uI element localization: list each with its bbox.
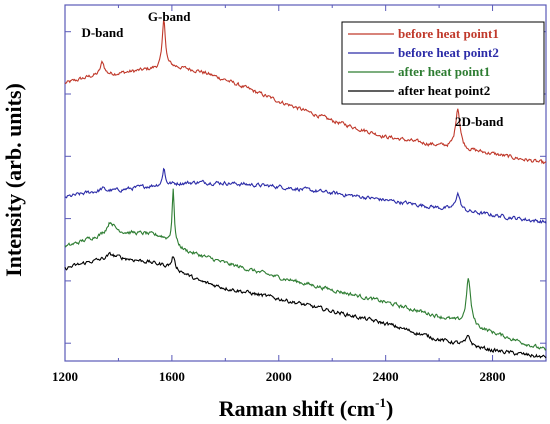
legend-label-1: before heat point1: [398, 26, 499, 41]
plot-frame-group: [64, 4, 547, 362]
legend-label-2: before heat point2: [398, 45, 499, 60]
legend-label-3: after heat point1: [398, 64, 490, 79]
x-tick-label: 2400: [373, 369, 399, 384]
series-line-4: [64, 251, 547, 359]
series-line-1: [64, 19, 547, 165]
series-group: [64, 19, 547, 359]
series-line-3: [64, 188, 547, 351]
legend: before heat point1 before heat point2 afte…: [341, 21, 545, 105]
series-line-2: [64, 167, 547, 224]
plot-frame: [64, 4, 547, 362]
x-axis-label-main: Raman shift (cm: [219, 396, 375, 421]
x-axis-label: Raman shift (cm-1): [219, 395, 394, 421]
annotation-3: 2D-band: [455, 114, 504, 129]
y-axis-label: Intensity (arb. units): [1, 83, 26, 277]
annotation-1: D-band: [81, 25, 124, 40]
x-axis-label-superscript: -1: [375, 395, 386, 410]
legend-box: [341, 21, 545, 105]
x-axis-label-close: ): [386, 396, 393, 421]
legend-label-4: after heat point2: [398, 83, 490, 98]
x-tick-label: 2000: [266, 369, 292, 384]
x-tick-label: 1200: [52, 369, 78, 384]
x-tick-label: 2800: [480, 369, 506, 384]
annotation-2: G-band: [148, 9, 191, 24]
annotation-group: D-band G-band 2D-band: [81, 9, 504, 129]
ticks-group: 1200 1600 2000 2400 2800: [52, 5, 546, 384]
x-tick-label: 1600: [159, 369, 185, 384]
